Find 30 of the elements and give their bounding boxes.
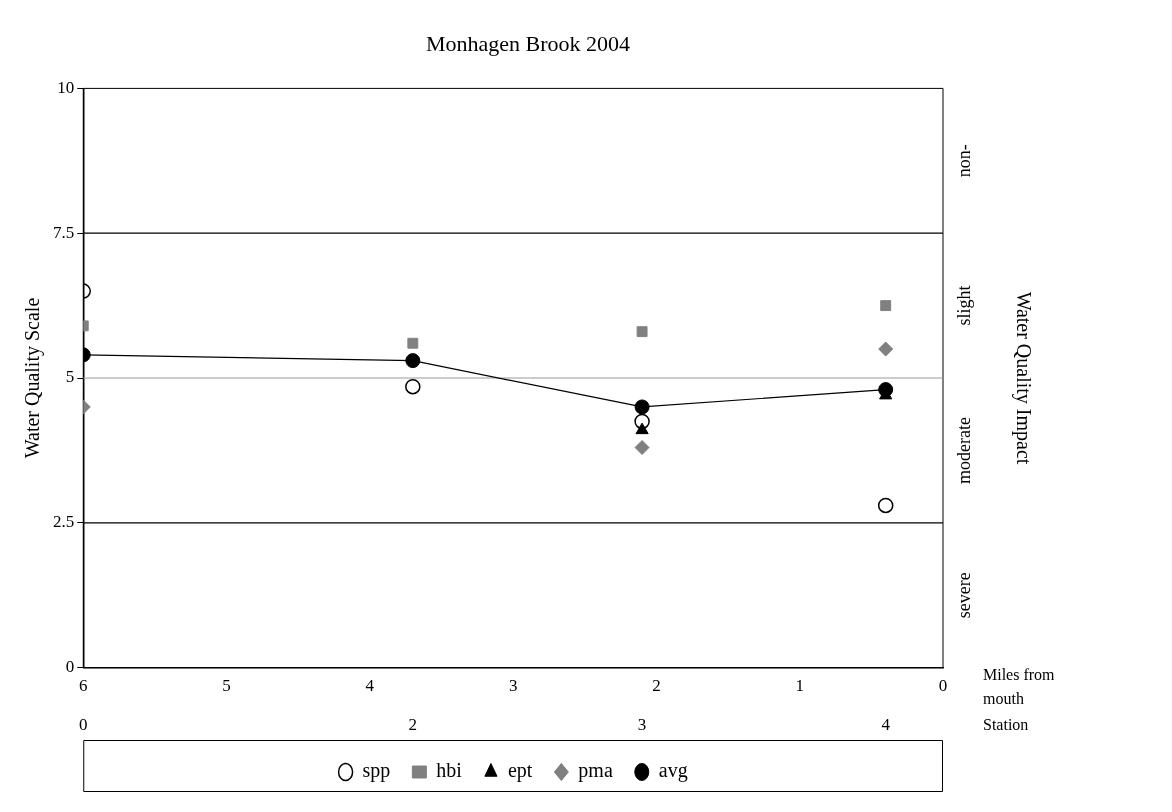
chart-title: Monhagen Brook 2004: [425, 30, 631, 56]
text: moderate: [953, 416, 974, 484]
text: non-: [953, 144, 974, 178]
y-tick-label: 5: [65, 367, 75, 387]
legend-label: hbi: [436, 759, 463, 782]
y-tick-label: 7.5: [53, 222, 75, 242]
text: severe: [953, 572, 974, 619]
text: 0: [79, 715, 88, 735]
x-tick-label: 0: [938, 676, 948, 696]
legend-label: ept: [507, 759, 533, 783]
legend-label: pma: [578, 759, 613, 783]
legend-label: spp: [362, 759, 391, 783]
x-tick-label: 3: [508, 676, 518, 696]
x-axis-title: Miles from mouth: [983, 665, 1056, 707]
y-tick-label: 2.5: [53, 512, 75, 532]
y-tick-label: 10: [57, 77, 75, 97]
y-axis-title: Water Quality Scale: [21, 297, 45, 459]
text: Station: [983, 715, 1029, 733]
text: slight: [953, 285, 974, 326]
text: 2: [408, 715, 418, 735]
text: 4: [881, 715, 891, 735]
legend-label: avg: [658, 759, 688, 783]
y-tick-label: 0: [65, 657, 75, 677]
x-tick-label: 5: [222, 676, 231, 696]
text: 3: [637, 715, 647, 735]
x-tick-label: 4: [365, 676, 375, 696]
x-tick-label: 1: [795, 676, 804, 696]
x-tick-label: 6: [79, 676, 88, 696]
x-tick-label: 2: [652, 676, 661, 696]
y2-axis-title: Water Quality Impact: [1011, 291, 1035, 465]
